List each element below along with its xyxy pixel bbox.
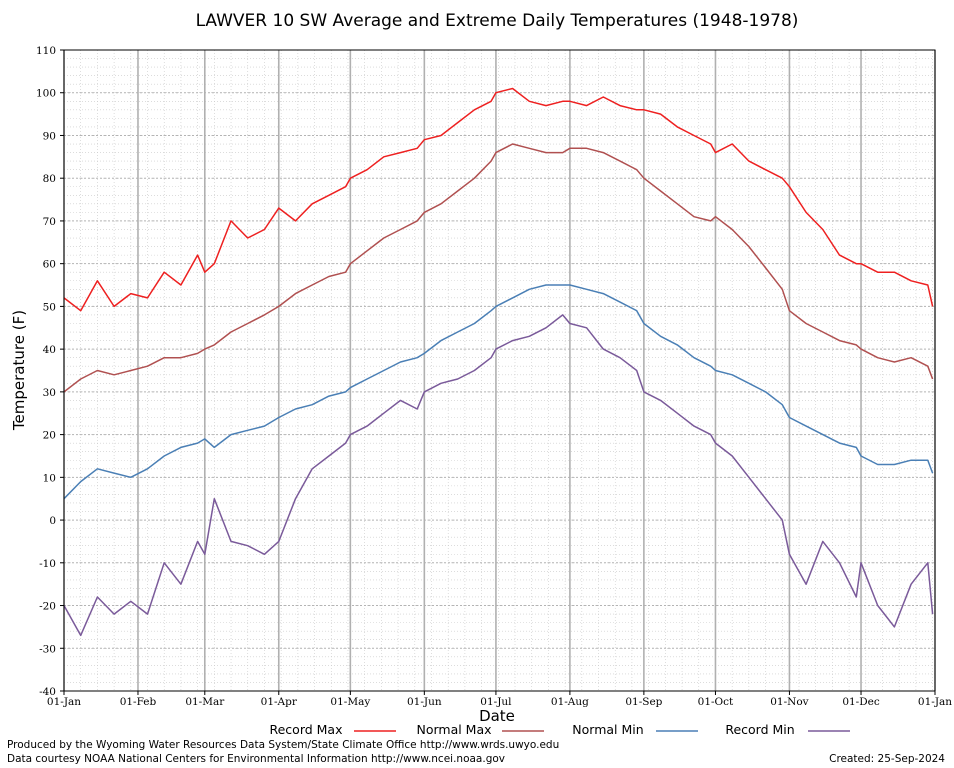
y-tick-label: 50 [43, 301, 56, 313]
x-tick-label: 01-Aug [551, 696, 589, 708]
y-tick-label: 70 [43, 216, 56, 228]
series-line-normal-max [63, 143, 934, 393]
x-tick-label: 01-Oct [698, 696, 734, 708]
y-tick-label: 110 [36, 45, 56, 57]
chart-title: LAWVER 10 SW Average and Extreme Daily T… [196, 11, 799, 31]
y-tick-label: 0 [49, 515, 56, 527]
x-tick-label: 01-Dec [842, 696, 880, 708]
y-tick-labels: -40 -30 -20 -10 0 10 20 30 40 50 60 70 80 90 100 110 [36, 45, 64, 698]
series-line-normal-min [63, 284, 934, 500]
x-tick-label: 01-Jul [480, 696, 512, 708]
x-tick-label: 01-Jun [407, 696, 442, 708]
x-tick-label: 01-Mar [185, 696, 225, 708]
series-line-record-min [63, 314, 934, 637]
y-tick-label: -30 [39, 643, 56, 655]
y-tick-label: 30 [43, 387, 56, 399]
y-tick-label: -40 [39, 686, 56, 698]
series-line-record-max [63, 87, 934, 312]
x-tick-label: 01-Nov [770, 696, 808, 708]
axes-frame [63, 49, 936, 692]
y-tick-label: 90 [43, 130, 56, 142]
minor-grid [63, 49, 935, 692]
x-tick-label: 01-May [330, 696, 370, 708]
x-tick-labels: 01-Jan 01-Feb 01-Mar 01-Apr 01-May 01-Jun 01-J… [47, 691, 952, 708]
y-tick-label: 60 [43, 259, 56, 271]
x-tick-label: 01-Jan [47, 696, 81, 708]
footer-producer: Produced by the Wyoming Water Resources … [7, 739, 559, 751]
x-tick-label: 01-Sep [625, 696, 662, 708]
y-tick-label: 10 [43, 472, 56, 484]
plot-frame [63, 49, 936, 692]
footer-created: Created: 25-Sep-2024 [829, 753, 945, 765]
footer-data-source: Data courtesy NOAA National Centers for … [7, 753, 505, 765]
series-lines [63, 87, 934, 637]
y-tick-label: 80 [43, 173, 56, 185]
x-tick-label: 01-Jan [918, 696, 952, 708]
legend-label: Record Min [725, 722, 794, 737]
y-tick-label: -10 [39, 558, 56, 570]
plot-area [64, 50, 935, 691]
legend-label: Normal Min [572, 722, 643, 737]
legend-label: Record Max [269, 722, 342, 737]
legend-label: Normal Max [416, 722, 491, 737]
legend: Record Max Normal Max Normal Min Record Min [269, 722, 850, 737]
y-tick-label: 20 [43, 430, 56, 442]
x-axis-label: Date [479, 707, 515, 725]
x-tick-label: 01-Feb [120, 696, 157, 708]
y-tick-label: 100 [36, 88, 56, 100]
y-tick-label: -20 [39, 601, 56, 613]
y-tick-label: 40 [43, 344, 56, 356]
y-axis-label: Temperature (F) [10, 310, 28, 431]
plot-background [64, 50, 935, 691]
x-tick-label: 01-Apr [261, 696, 298, 708]
